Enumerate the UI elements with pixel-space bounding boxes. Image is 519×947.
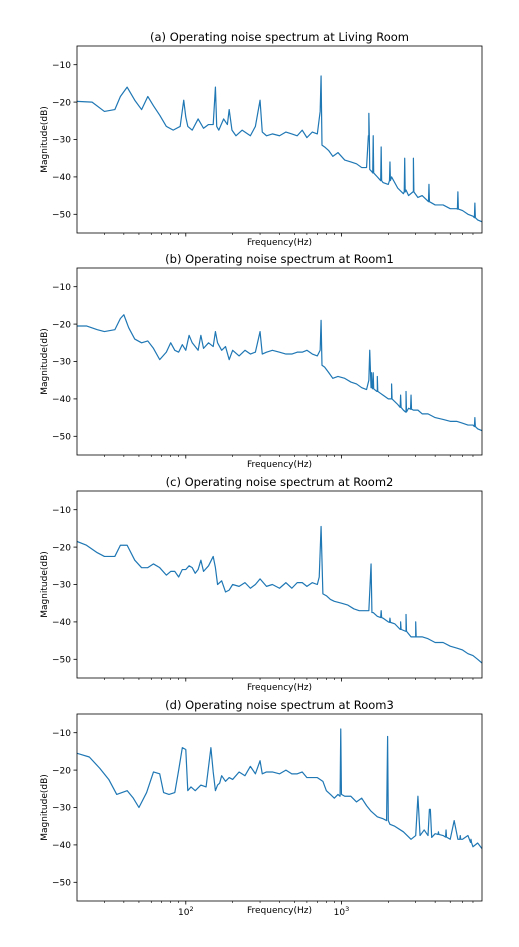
spectrum-line bbox=[77, 728, 482, 850]
y-axis-label: Magnitude(dB) bbox=[40, 106, 50, 173]
x-axis-label: Frequency(Hz) bbox=[247, 460, 312, 470]
chart-panel-3: (d) Operating noise spectrum at Room3 Mag… bbox=[40, 698, 483, 918]
chart-panel-0: (a) Operating noise spectrum at Living R… bbox=[40, 30, 483, 248]
x-axis-label: Frequency(Hz) bbox=[247, 683, 312, 693]
chart-title: (d) Operating noise spectrum at Room3 bbox=[165, 698, 394, 712]
x-tick-label: 103 bbox=[334, 905, 350, 918]
axes-frame bbox=[76, 45, 483, 234]
y-tick-label: −20 bbox=[52, 98, 71, 108]
y-tick-label: −30 bbox=[52, 581, 71, 591]
chart-panel-1: (b) Operating noise spectrum at Room1 Mag… bbox=[40, 252, 483, 470]
x-axis-label: Frequency(Hz) bbox=[247, 906, 312, 916]
y-axis-label: Magnitude(dB) bbox=[40, 551, 50, 618]
y-tick-label: −50 bbox=[52, 656, 71, 666]
x-tick-label: 102 bbox=[178, 905, 194, 918]
y-tick-label: −50 bbox=[52, 879, 71, 889]
y-tick-label: −30 bbox=[52, 804, 71, 814]
chart-title: (b) Operating noise spectrum at Room1 bbox=[165, 252, 394, 266]
y-axis-label: Magnitude(dB) bbox=[40, 328, 50, 395]
y-tick-label: −50 bbox=[52, 211, 71, 221]
chart-title: (a) Operating noise spectrum at Living R… bbox=[150, 30, 409, 44]
y-tick-label: −50 bbox=[52, 433, 71, 443]
y-tick-label: −10 bbox=[52, 729, 71, 739]
y-tick-label: −40 bbox=[52, 173, 71, 183]
chart-panel-2: (c) Operating noise spectrum at Room2 Mag… bbox=[40, 475, 483, 693]
y-tick-label: −10 bbox=[52, 283, 71, 293]
axes-frame bbox=[76, 713, 483, 902]
axes-frame bbox=[76, 267, 483, 456]
y-tick-label: −30 bbox=[52, 136, 71, 146]
spectrum-line bbox=[77, 525, 482, 664]
y-tick-label: −10 bbox=[52, 61, 71, 71]
chart-title: (c) Operating noise spectrum at Room2 bbox=[166, 475, 394, 489]
y-tick-label: −40 bbox=[52, 841, 71, 851]
y-tick-label: −30 bbox=[52, 358, 71, 368]
y-tick-label: −20 bbox=[52, 320, 71, 330]
axes-frame bbox=[76, 490, 483, 679]
y-tick-label: −40 bbox=[52, 618, 71, 628]
y-tick-label: −40 bbox=[52, 395, 71, 405]
spectrum-line bbox=[77, 75, 482, 223]
y-tick-label: −20 bbox=[52, 766, 71, 776]
y-tick-label: −10 bbox=[52, 506, 71, 516]
y-tick-label: −20 bbox=[52, 543, 71, 553]
spectrum-line bbox=[77, 314, 482, 432]
x-axis-label: Frequency(Hz) bbox=[247, 238, 312, 248]
y-axis-label: Magnitude(dB) bbox=[40, 774, 50, 841]
